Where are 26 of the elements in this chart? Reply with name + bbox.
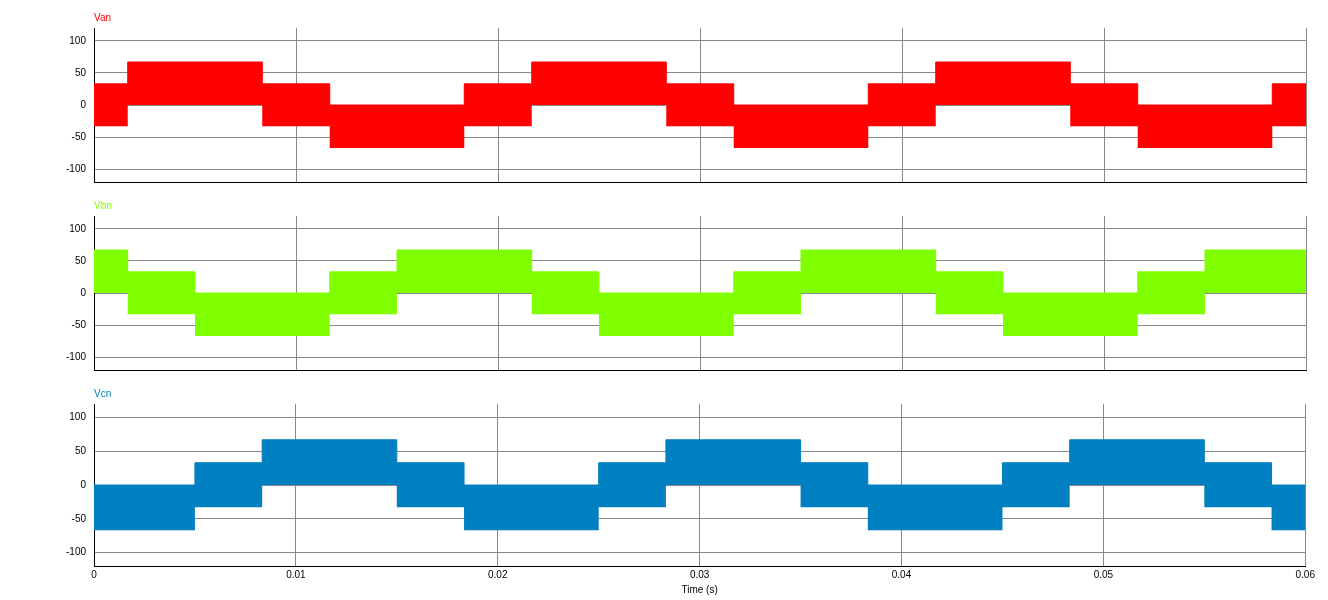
x-tick-label: 0 [91,568,98,580]
text: Van [94,11,112,23]
x-tick-label: 0.04 [891,568,912,580]
y-tick-label: 50 [74,445,87,456]
y-tick-label: 0 [80,478,87,490]
x-tick-label: 0.01 [286,568,307,580]
x-tick-label: 0.05 [1093,568,1114,580]
text: Vbn [94,199,112,211]
y-tick-label: 50 [74,254,87,266]
y-tick-label: -50 [71,130,87,142]
y-tick-label: -50 [71,318,87,330]
y-tick-label: -100 [65,546,87,558]
x-tick-label: 0.06 [1295,568,1316,580]
y-tick-label: -100 [65,162,87,174]
x-tick-label: 0.03 [689,568,710,580]
x-tick-label: 0.02 [488,568,508,580]
x-axis-title: Time (s) [681,583,718,595]
y-tick-label: 50 [74,66,87,78]
y-tick-label: 100 [69,34,87,46]
y-tick-label: 0 [80,286,87,298]
text: Vcn [94,387,112,399]
y-tick-label: -50 [71,512,87,524]
y-tick-label: 100 [69,222,87,234]
y-tick-label: 0 [80,98,87,110]
y-tick-label: 100 [69,411,87,423]
y-tick-label: -100 [65,350,87,362]
